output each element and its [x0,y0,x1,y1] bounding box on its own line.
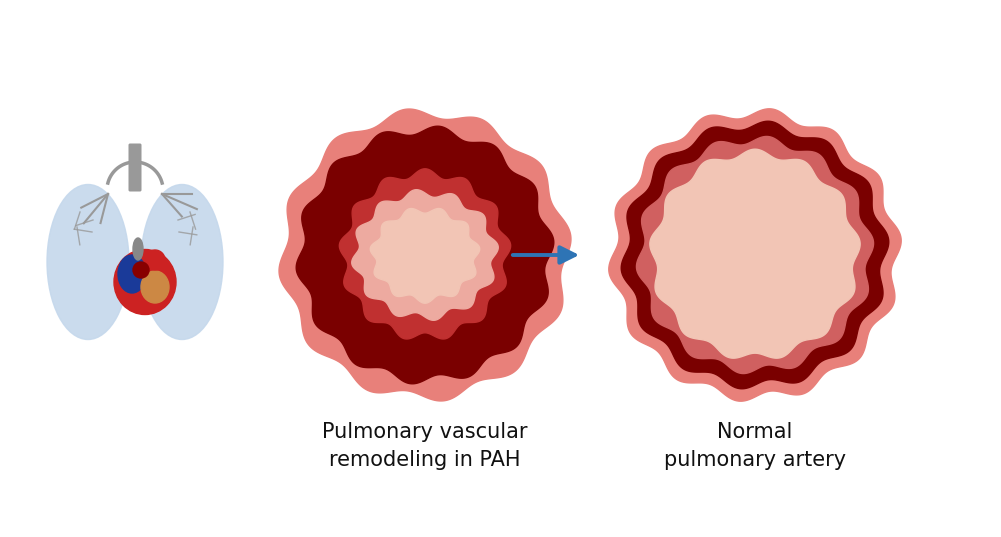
Polygon shape [622,121,889,389]
Text: Pulmonary vascular
remodeling in PAH: Pulmonary vascular remodeling in PAH [322,422,528,470]
Ellipse shape [114,250,176,315]
Ellipse shape [133,238,143,260]
Ellipse shape [47,185,129,339]
Polygon shape [650,149,860,358]
Polygon shape [296,126,554,384]
Polygon shape [279,109,571,401]
Ellipse shape [118,255,146,293]
Polygon shape [370,208,479,303]
Ellipse shape [133,262,149,278]
Polygon shape [351,190,498,320]
FancyBboxPatch shape [128,143,141,192]
Polygon shape [339,169,511,339]
Ellipse shape [141,271,169,303]
Polygon shape [609,109,901,401]
Text: Normal
pulmonary artery: Normal pulmonary artery [664,422,846,470]
Ellipse shape [145,250,165,270]
Ellipse shape [141,185,223,339]
Polygon shape [637,136,874,374]
